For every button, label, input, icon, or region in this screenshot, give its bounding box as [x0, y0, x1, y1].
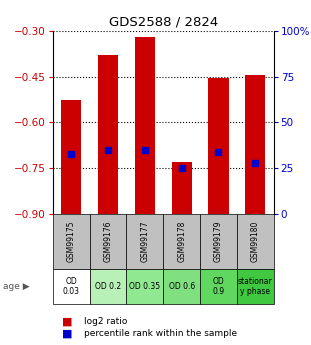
- Bar: [200, 214, 237, 269]
- Bar: [245, 75, 265, 214]
- Text: GSM99177: GSM99177: [140, 221, 149, 262]
- Bar: [172, 162, 192, 214]
- Bar: [163, 214, 200, 269]
- Text: log2 ratio: log2 ratio: [84, 317, 127, 326]
- Bar: [90, 214, 127, 269]
- Text: percentile rank within the sample: percentile rank within the sample: [84, 329, 237, 338]
- Text: stationar
y phase: stationar y phase: [238, 277, 273, 296]
- Text: OD
0.9: OD 0.9: [212, 277, 225, 296]
- Text: ■: ■: [62, 317, 73, 327]
- Bar: [163, 269, 200, 304]
- Title: GDS2588 / 2824: GDS2588 / 2824: [109, 16, 218, 29]
- Bar: [61, 100, 81, 214]
- Text: GSM99176: GSM99176: [104, 221, 113, 262]
- Bar: [53, 269, 90, 304]
- Text: OD 0.6: OD 0.6: [169, 282, 195, 291]
- Text: OD
0.03: OD 0.03: [63, 277, 80, 296]
- Text: OD 0.2: OD 0.2: [95, 282, 121, 291]
- Bar: [208, 78, 229, 214]
- Text: GSM99179: GSM99179: [214, 221, 223, 262]
- Text: age ▶: age ▶: [3, 282, 30, 291]
- Bar: [237, 269, 274, 304]
- Bar: [98, 56, 118, 214]
- Bar: [127, 269, 163, 304]
- Bar: [90, 269, 127, 304]
- Text: OD 0.35: OD 0.35: [129, 282, 160, 291]
- Text: ■: ■: [62, 329, 73, 338]
- Text: GSM99180: GSM99180: [251, 221, 260, 262]
- Bar: [53, 214, 90, 269]
- Bar: [135, 37, 155, 214]
- Bar: [237, 214, 274, 269]
- Text: GSM99178: GSM99178: [177, 221, 186, 262]
- Bar: [127, 214, 163, 269]
- Bar: [200, 269, 237, 304]
- Text: GSM99175: GSM99175: [67, 221, 76, 262]
